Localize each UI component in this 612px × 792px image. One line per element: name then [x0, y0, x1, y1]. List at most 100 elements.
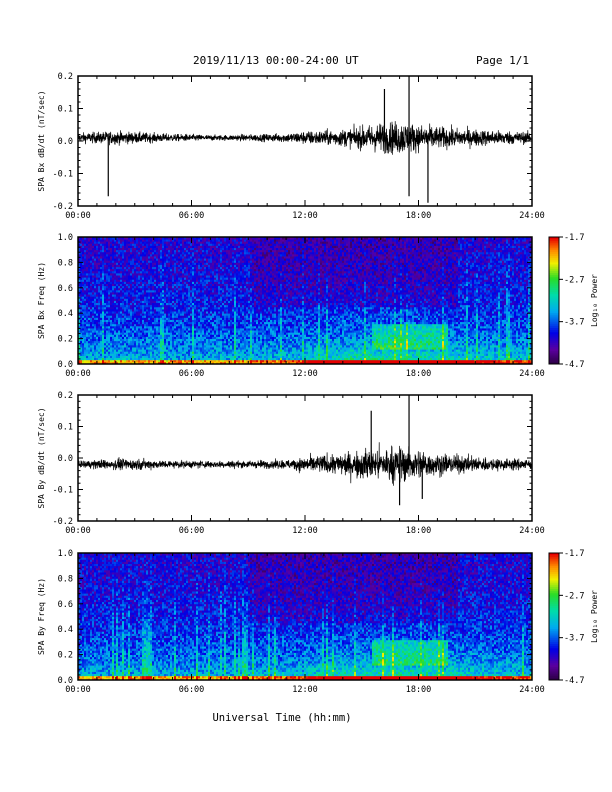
heatmap-cell	[182, 347, 185, 350]
heatmap-cell	[156, 315, 159, 318]
heatmap-cell	[154, 308, 157, 312]
heatmap-cell	[154, 325, 157, 329]
heatmap-cell	[180, 306, 183, 310]
heatmap-cell	[82, 285, 85, 289]
heatmap-cell	[160, 243, 163, 246]
heatmap-cell	[130, 260, 133, 263]
heatmap-cell	[84, 315, 87, 318]
heatmap-cell	[96, 298, 99, 301]
heatmap-cell	[98, 336, 101, 339]
heatmap-cell	[174, 275, 177, 278]
heatmap-cell	[136, 355, 139, 359]
heatmap-cell	[92, 258, 95, 261]
heatmap-cell	[118, 342, 121, 346]
heatmap-cell	[138, 287, 141, 291]
heatmap-cell	[124, 355, 127, 359]
heatmap-cell	[140, 296, 143, 299]
heatmap-cell	[118, 258, 121, 261]
heatmap-cell	[88, 268, 91, 272]
heatmap-cell	[92, 251, 95, 255]
heatmap-cell	[178, 264, 181, 268]
heatmap-cell	[136, 279, 139, 282]
heatmap-cell	[106, 302, 109, 306]
heatmap-cell	[100, 349, 103, 352]
heatmap-cell	[86, 300, 89, 304]
heatmap-cell	[160, 351, 163, 354]
heatmap-cell	[128, 304, 131, 308]
heatmap-cell	[94, 359, 97, 363]
heatmap-cell	[174, 353, 177, 356]
heatmap-cell	[78, 359, 81, 363]
heatmap-cell	[98, 359, 101, 363]
heatmap-cell	[108, 260, 111, 263]
heatmap-cell	[138, 338, 141, 342]
heatmap-cell	[98, 302, 101, 306]
heatmap-cell	[150, 281, 153, 284]
heatmap-cell	[118, 340, 121, 344]
heatmap-cell	[102, 321, 105, 325]
heatmap-cell	[84, 319, 87, 323]
heatmap-cell	[124, 294, 127, 297]
heatmap-cell	[138, 249, 141, 253]
heatmap-cell	[94, 315, 97, 318]
heatmap-cell	[98, 325, 101, 329]
heatmap-cell	[128, 319, 131, 323]
heatmap-cell	[114, 325, 117, 329]
heatmap-cell	[138, 325, 141, 329]
heatmap-cell	[134, 317, 137, 320]
heatmap-cell	[84, 251, 87, 255]
heatmap-cell	[172, 317, 175, 320]
heatmap-cell	[174, 260, 177, 263]
heatmap-cell	[142, 285, 145, 289]
heatmap-cell	[86, 262, 89, 265]
heatmap-cell	[80, 302, 83, 306]
heatmap-cell	[114, 298, 117, 301]
heatmap-cell	[138, 256, 141, 259]
heatmap-cell	[116, 251, 119, 255]
heatmap-cell	[98, 355, 101, 359]
heatmap-cell	[92, 361, 95, 365]
heatmap-cell	[160, 237, 163, 240]
heatmap-cell	[142, 304, 145, 308]
heatmap-cell	[166, 237, 169, 240]
heatmap-cell	[96, 247, 99, 251]
heatmap-cell	[94, 243, 97, 246]
heatmap-cell	[154, 319, 157, 323]
heatmap-cell	[162, 292, 165, 295]
heatmap-cell	[136, 319, 139, 323]
heatmap-cell	[144, 359, 147, 363]
heatmap-cell	[180, 302, 183, 306]
heatmap-cell	[140, 325, 143, 329]
heatmap-cell	[130, 241, 133, 244]
heatmap-cell	[170, 256, 173, 259]
heatmap-cell	[134, 347, 137, 350]
heatmap-cell	[130, 328, 133, 331]
heatmap-cell	[110, 313, 113, 316]
heatmap-cell	[80, 237, 83, 240]
heatmap-cell	[90, 349, 93, 352]
heatmap-cell	[98, 304, 101, 308]
heatmap-cell	[162, 321, 165, 325]
heatmap-cell	[96, 321, 99, 325]
heatmap-cell	[150, 302, 153, 306]
heatmap-cell	[136, 283, 139, 287]
heatmap-cell	[126, 306, 129, 310]
heatmap-cell	[88, 287, 91, 291]
heatmap-cell	[174, 332, 177, 335]
heatmap-cell	[106, 275, 109, 278]
heatmap-cell	[88, 328, 91, 331]
heatmap-cell	[112, 281, 115, 284]
heatmap-cell	[154, 353, 157, 356]
heatmap-cell	[90, 268, 93, 272]
heatmap-cell	[98, 349, 101, 352]
heatmap-cell	[86, 241, 89, 244]
heatmap-cell	[154, 298, 157, 301]
heatmap-cell	[180, 344, 183, 348]
heatmap-cell	[110, 357, 113, 361]
heatmap-cell	[80, 245, 83, 248]
heatmap-cell	[128, 292, 131, 295]
heatmap-cell	[148, 245, 151, 248]
heatmap-cell	[90, 317, 93, 320]
heatmap-cell	[174, 279, 177, 282]
heatmap-cell	[84, 306, 87, 310]
